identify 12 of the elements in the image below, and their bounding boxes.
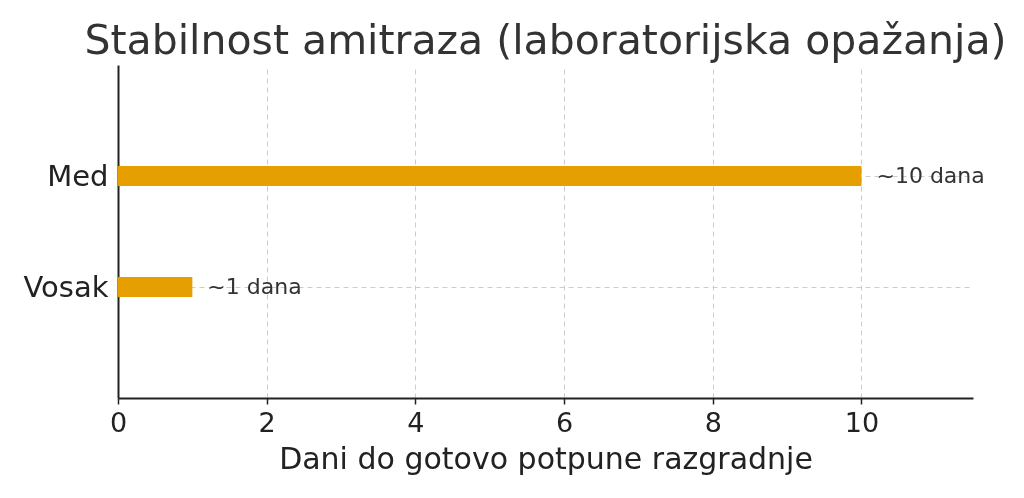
x-tick-label: 8	[704, 406, 722, 438]
x-axis-title: Dani do gotovo potpune razgradnje	[279, 440, 813, 476]
x-tick-label: 10	[844, 406, 880, 438]
x-tick-label: 0	[109, 406, 128, 438]
chart-title: Stabilnost amitraza (laboratorijska opažanja)	[84, 16, 1007, 64]
x-tick-label: 2	[258, 406, 276, 438]
y-tick-label: Vosak	[23, 269, 109, 304]
data-label: ~1 dana	[207, 274, 302, 299]
x-tick-label: 6	[555, 406, 574, 438]
y-tick-label: Med	[47, 158, 109, 193]
data-label: ~10 dana	[876, 163, 985, 188]
x-tick-label: 4	[407, 406, 425, 438]
